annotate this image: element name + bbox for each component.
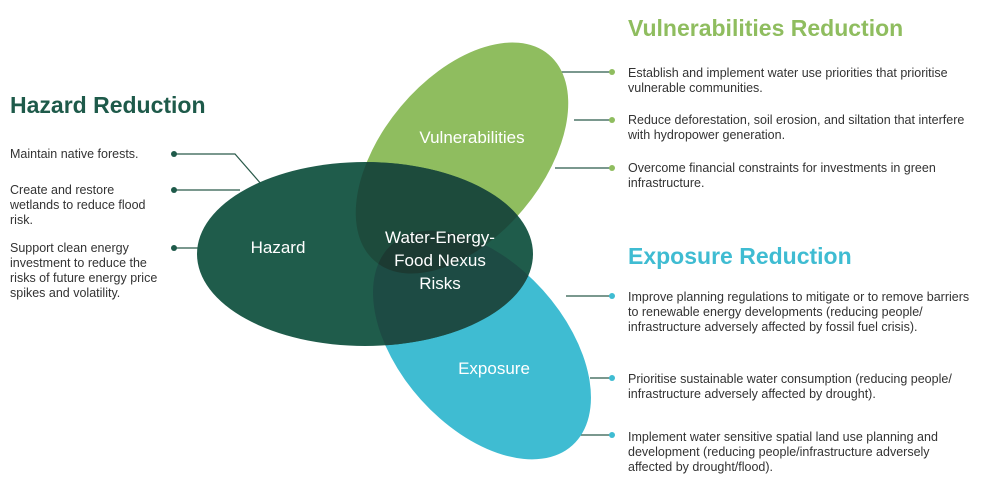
exposure-title: Exposure Reduction <box>628 243 852 269</box>
vulnerabilities-item: Overcome financial constraints for inves… <box>628 161 936 190</box>
hazard-item: Create and restore wetlands to reduce fl… <box>10 183 146 227</box>
center-line: Food Nexus <box>394 251 486 270</box>
vulnerabilities-title: Vulnerabilities Reduction <box>628 15 904 41</box>
hazard-item: Support clean energy investment to reduc… <box>10 241 158 300</box>
exposure-item: Prioritise sustainable water consumption… <box>628 372 952 401</box>
hazard-item: Maintain native forests. <box>10 147 139 161</box>
exposure-item: Improve planning regulations to mitigate… <box>628 290 970 334</box>
center-line: Water-Energy- <box>385 228 495 247</box>
exposure-item: Implement water sensitive spatial land u… <box>628 430 938 474</box>
vulnerabilities-item: Establish and implement water use priori… <box>628 66 948 95</box>
hazard-title: Hazard Reduction <box>10 92 206 118</box>
center-line: Risks <box>419 274 461 293</box>
hazard-label: Hazard <box>251 238 306 257</box>
exposure-label: Exposure <box>458 359 530 378</box>
dots <box>171 69 615 438</box>
vulnerabilities-label: Vulnerabilities <box>419 128 524 147</box>
vulnerabilities-item: Reduce deforestation, soil erosion, and … <box>628 113 965 142</box>
